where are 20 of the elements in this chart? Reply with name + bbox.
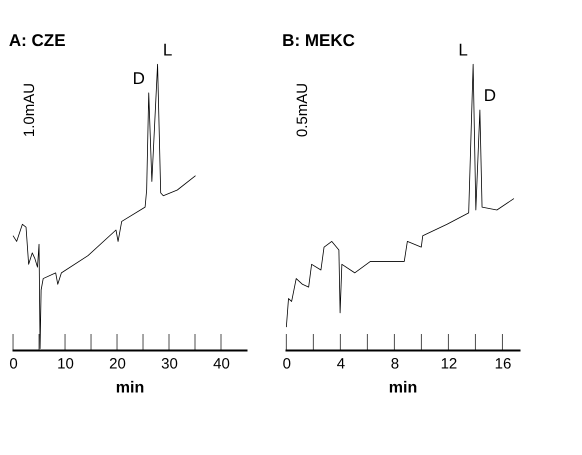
chart-title: B: MEKC bbox=[282, 31, 355, 50]
annotation: D bbox=[132, 68, 145, 88]
x-tick-label: 4 bbox=[336, 356, 346, 372]
x-axis-title: min bbox=[116, 380, 144, 396]
x-tick-label: 0 bbox=[282, 356, 292, 372]
x-tick-label: 10 bbox=[57, 356, 74, 372]
x-tick-label: 40 bbox=[213, 356, 230, 372]
annotation: 0.5mAU bbox=[294, 82, 311, 138]
annotation: 1.0mAU bbox=[21, 82, 38, 138]
chart-title: A: CZE bbox=[8, 31, 66, 50]
annotation: L bbox=[458, 40, 468, 60]
x-tick-label: 20 bbox=[109, 356, 126, 372]
x-tick-label: 12 bbox=[440, 356, 458, 372]
x-tick-label: 8 bbox=[390, 356, 400, 372]
annotation: L bbox=[162, 40, 172, 60]
x-tick-label: 16 bbox=[494, 356, 512, 372]
x-axis-title: min bbox=[388, 380, 418, 396]
x-tick-label: 0 bbox=[9, 356, 18, 372]
x-tick-label: 30 bbox=[161, 356, 178, 372]
annotation: D bbox=[484, 86, 496, 105]
